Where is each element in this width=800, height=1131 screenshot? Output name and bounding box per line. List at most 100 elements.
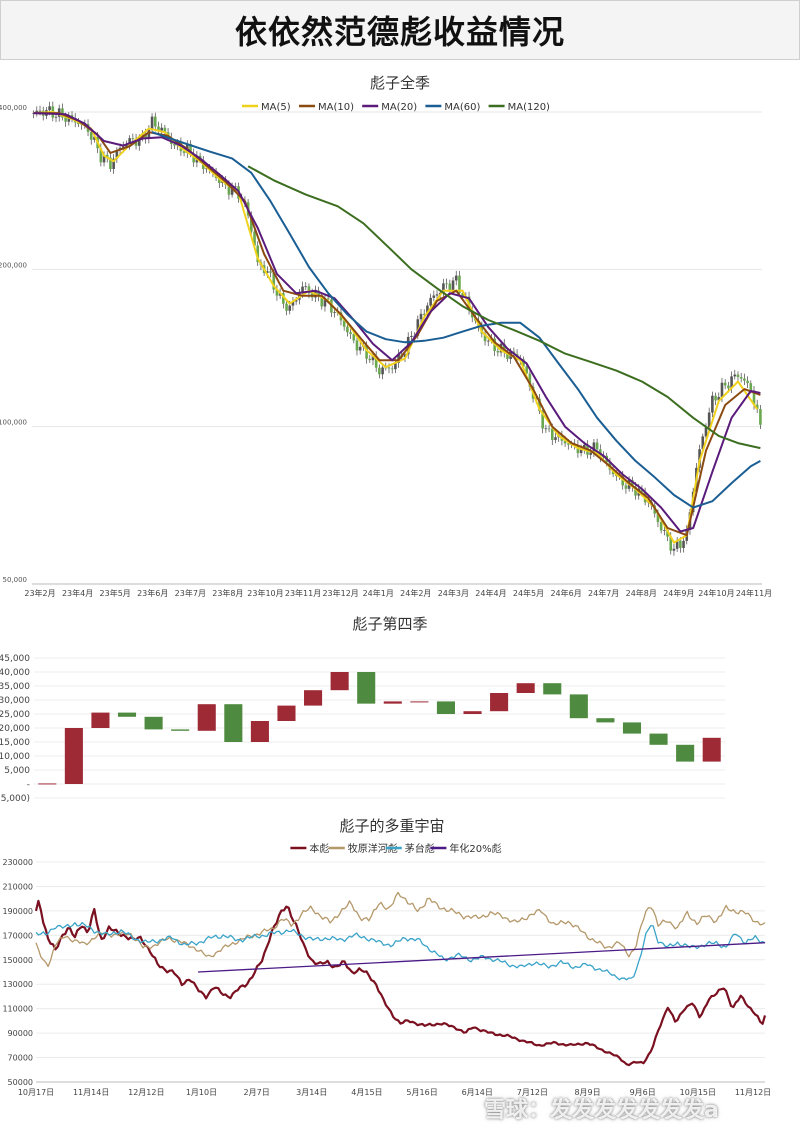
candle-body	[48, 106, 51, 111]
candle-body	[506, 352, 509, 359]
candle-body	[663, 530, 666, 531]
candle-body	[461, 293, 464, 297]
candle-body	[525, 366, 528, 374]
candle-body	[163, 127, 167, 133]
x-tick-label: 23年4月	[62, 588, 93, 598]
candle-body	[128, 138, 131, 145]
candle-body	[253, 231, 256, 246]
candle-body	[486, 340, 490, 342]
candle-body	[419, 313, 423, 320]
y-tick-label: 130000	[2, 980, 33, 989]
candle-body	[346, 326, 349, 333]
series-line-MA(10)	[33, 112, 761, 537]
y-tick-label: 400,000	[0, 104, 27, 112]
legend-label: MA(20)	[381, 102, 417, 113]
candle-body	[592, 442, 596, 453]
y-tick-label: 100,000	[0, 419, 27, 427]
candle-body	[528, 373, 532, 387]
x-tick-label: 23年5月	[100, 588, 131, 598]
candle-body	[275, 289, 279, 296]
candle-body	[160, 127, 163, 131]
candle-body	[256, 245, 260, 263]
candle-body	[115, 150, 119, 159]
x-tick-label: 2月7日	[244, 1088, 270, 1097]
candle-body	[451, 280, 455, 291]
waterfall-bar	[490, 693, 509, 712]
series-line-MA(60)	[151, 131, 761, 509]
candle-body	[403, 354, 407, 358]
x-tick-label: 12月12日	[128, 1088, 164, 1097]
candle-body	[358, 346, 362, 351]
candle-body	[93, 136, 96, 140]
y-tick-label: 110000	[2, 1005, 33, 1014]
candle-body	[711, 395, 714, 413]
candle-body	[266, 271, 269, 273]
candle-body	[105, 154, 109, 158]
candle-body	[121, 146, 125, 148]
candle-body	[89, 131, 93, 140]
candle-body	[554, 437, 557, 440]
legend-label: MA(60)	[444, 102, 480, 113]
x-tick-label: 24年2月	[400, 588, 431, 598]
candle-body	[743, 378, 746, 381]
candle-body	[137, 138, 141, 146]
candle-body	[147, 129, 151, 139]
candle-body	[755, 404, 759, 409]
y-tick-label: 90000	[8, 1029, 33, 1038]
y-tick-label: 190000	[2, 907, 33, 916]
candle-body	[323, 298, 327, 307]
y-tick-label: 30,000	[0, 696, 30, 706]
legend-label: 牧原洋河彪	[348, 842, 398, 855]
candle-body	[304, 286, 308, 288]
candle-body	[320, 296, 324, 307]
candle-body	[432, 295, 436, 298]
y-tick-label: 35,000	[0, 682, 30, 692]
candle-body	[679, 540, 682, 548]
candle-body	[435, 294, 439, 296]
candle-body	[355, 340, 359, 351]
y-tick-label: 150000	[2, 956, 33, 965]
y-tick-label: (5,000)	[0, 794, 30, 804]
candle-body	[410, 335, 413, 337]
y-tick-label: -	[27, 780, 30, 790]
candle-body	[109, 157, 112, 170]
candle-body	[624, 485, 628, 489]
candle-body	[227, 184, 231, 195]
candle-body	[566, 443, 570, 445]
candle-body	[294, 299, 298, 302]
candle-body	[429, 297, 432, 306]
candle-body	[727, 385, 730, 389]
candle-body	[173, 143, 176, 146]
candle-body	[595, 442, 599, 450]
x-tick-label: 24年6月	[550, 588, 581, 598]
waterfall-bar	[144, 716, 163, 730]
candle-body	[669, 536, 673, 551]
x-tick-label: 24年5月	[513, 588, 544, 598]
waterfall-bar	[64, 728, 83, 784]
y-tick-label: 15,000	[0, 738, 30, 748]
candle-body	[502, 343, 506, 353]
x-tick-label: 11月14日	[73, 1088, 109, 1097]
legend-label: MA(120)	[508, 102, 550, 113]
candle-body	[579, 448, 583, 454]
candle-body	[583, 444, 586, 449]
waterfall-bar	[304, 690, 323, 706]
x-tick-label: 23年11月	[285, 588, 321, 598]
candle-body	[666, 530, 669, 537]
x-tick-label: 6月14日	[462, 1088, 493, 1097]
legend-label: 茅台彪	[405, 842, 435, 855]
legend-label: 本彪	[309, 842, 329, 855]
candle-body	[317, 290, 320, 297]
x-tick-label: 24年8月	[626, 588, 657, 598]
x-tick-label: 10月15日	[680, 1088, 716, 1097]
y-tick-label: 170000	[2, 931, 33, 940]
candle-body	[153, 116, 157, 127]
candle-body	[301, 286, 304, 294]
waterfall-bar	[357, 672, 376, 704]
candle-body	[189, 143, 192, 154]
candle-body	[272, 272, 276, 290]
candle-body	[99, 148, 103, 163]
candle-body	[736, 374, 740, 378]
candle-body	[387, 367, 391, 369]
candle-body	[349, 332, 352, 335]
